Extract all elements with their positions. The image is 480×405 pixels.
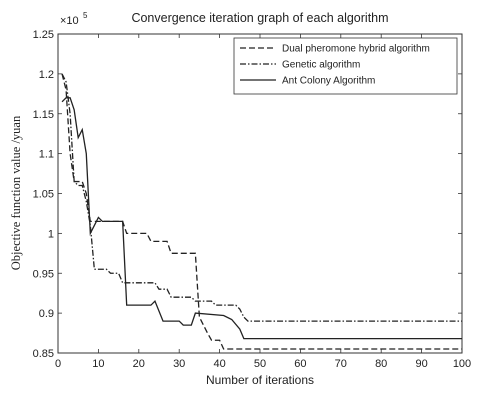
series-line-1 [61,73,462,322]
y-tick-label: 0.95 [33,268,54,280]
y-exponent-base: ×10 [60,15,79,27]
legend: Dual pheromone hybrid algorithm Genetic a… [233,37,458,95]
x-tick-label: 70 [335,358,347,370]
x-axis-label: Number of iterations [206,373,314,387]
y-tick-label: 1.25 [33,29,54,41]
series-line-0 [61,73,462,350]
x-tick-label: 100 [453,358,471,370]
axis-ticks: 0 10 20 30 40 50 60 70 80 90 100 0.85 0.9 0.95 1 1.05 1.… [33,29,472,370]
x-tick-label: 80 [375,358,387,370]
y-tick-label: 0.85 [33,348,54,360]
y-tick-label: 1 [48,228,54,240]
x-tick-label: 50 [254,358,266,370]
y-tick-label: 1.05 [33,189,54,201]
legend-label-1: Genetic algorithm [282,60,360,71]
x-tick-label: 40 [213,358,225,370]
y-tick-label: 1.1 [39,149,54,161]
x-tick-label: 20 [133,358,145,370]
x-tick-label: 90 [415,358,427,370]
y-tick-label: 1.2 [39,69,54,81]
x-tick-label: 0 [55,358,61,370]
x-tick-label: 60 [294,358,306,370]
x-tick-label: 10 [92,358,104,370]
y-tick-label: 0.9 [39,308,54,320]
x-tick-label: 30 [173,358,185,370]
legend-label-0: Dual pheromone hybrid algorithm [282,44,430,55]
series-line-2 [61,97,462,340]
y-exponent-power: 5 [83,11,88,20]
y-axis-label: Objective function value /yuan [9,115,23,270]
series-group [61,73,462,350]
chart-title: Convergence iteration graph of each algo… [131,11,388,25]
legend-label-2: Ant Colony Algorithm [282,76,375,87]
y-tick-label: 1.15 [33,109,54,121]
legend-box [233,37,458,95]
y-axis-exponent: ×10 5 [60,11,88,27]
